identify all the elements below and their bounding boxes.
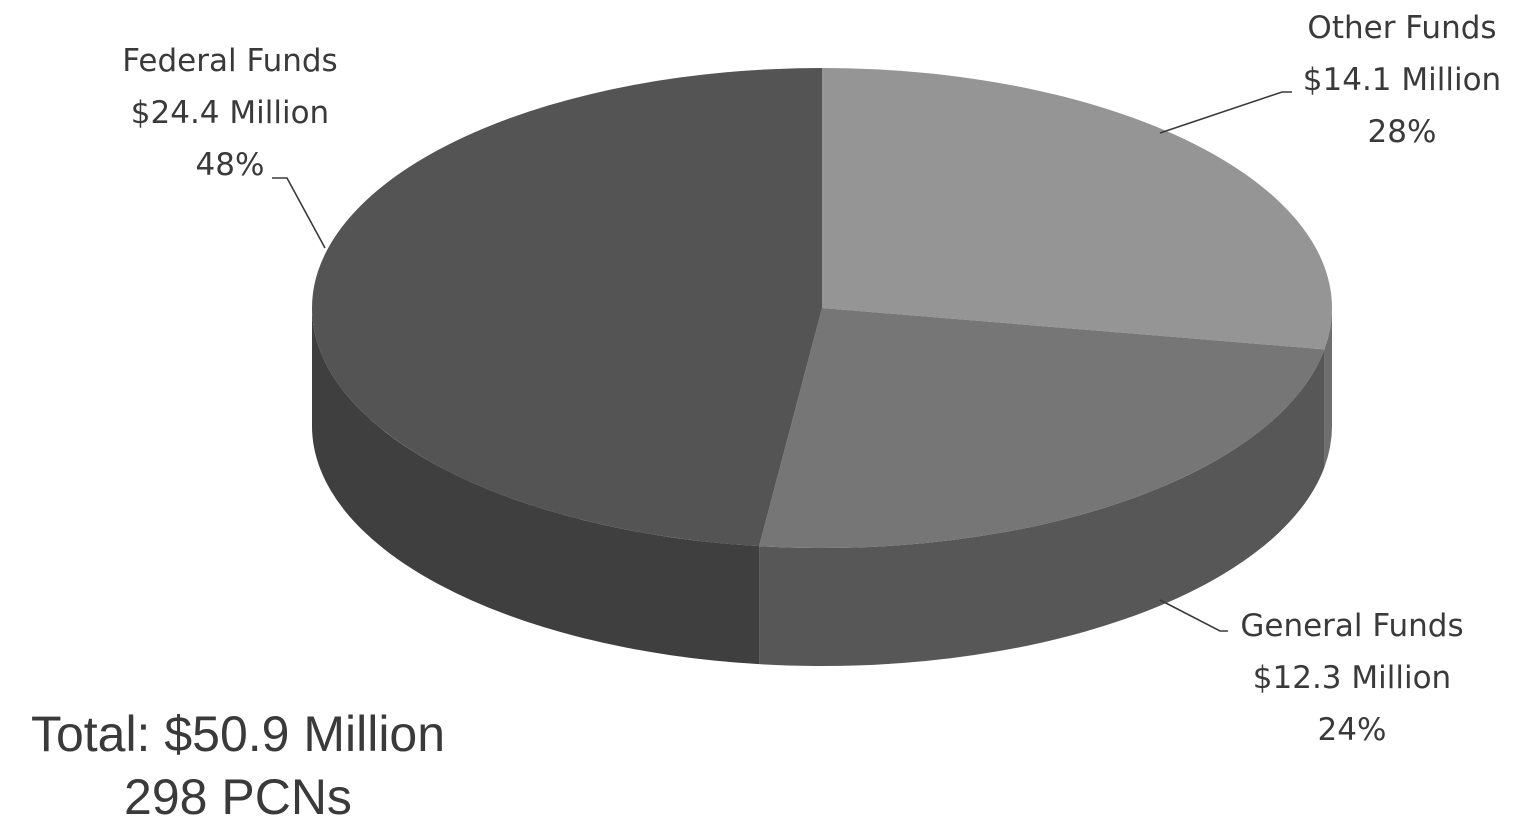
leader-line-general-funds (1159, 599, 1228, 632)
slice-side-federal-funds (312, 308, 760, 665)
pie-sides (312, 308, 1332, 667)
total-pcns: 298 PCNs (124, 769, 352, 820)
total-amount: Total: $50.9 Million (31, 706, 445, 762)
general-funds-percent: 24% (1318, 712, 1387, 748)
label-general-funds: General Funds $12.3 Million 24% (1240, 608, 1463, 748)
federal-funds-percent: 48% (196, 147, 265, 183)
label-other-funds: Other Funds $14.1 Million 28% (1303, 10, 1501, 150)
slice-side-other-funds (1324, 308, 1332, 468)
other-funds-value: $14.1 Million (1303, 62, 1501, 98)
slice-other-funds (822, 68, 1332, 350)
slice-side-general-funds (759, 349, 1325, 667)
leader-line-other-funds (1159, 91, 1292, 134)
pie-slices (311, 68, 1332, 548)
other-funds-percent: 28% (1368, 114, 1437, 150)
other-funds-name: Other Funds (1307, 10, 1496, 46)
slice-federal-funds (311, 68, 822, 547)
leader-line-federal-funds (272, 177, 326, 249)
label-federal-funds: Federal Funds $24.4 Million 48% (122, 43, 337, 183)
general-funds-value: $12.3 Million (1253, 660, 1451, 696)
slice-general-funds (759, 308, 1325, 548)
federal-funds-name: Federal Funds (122, 43, 337, 79)
general-funds-name: General Funds (1240, 608, 1463, 644)
federal-funds-value: $24.4 Million (131, 95, 329, 131)
